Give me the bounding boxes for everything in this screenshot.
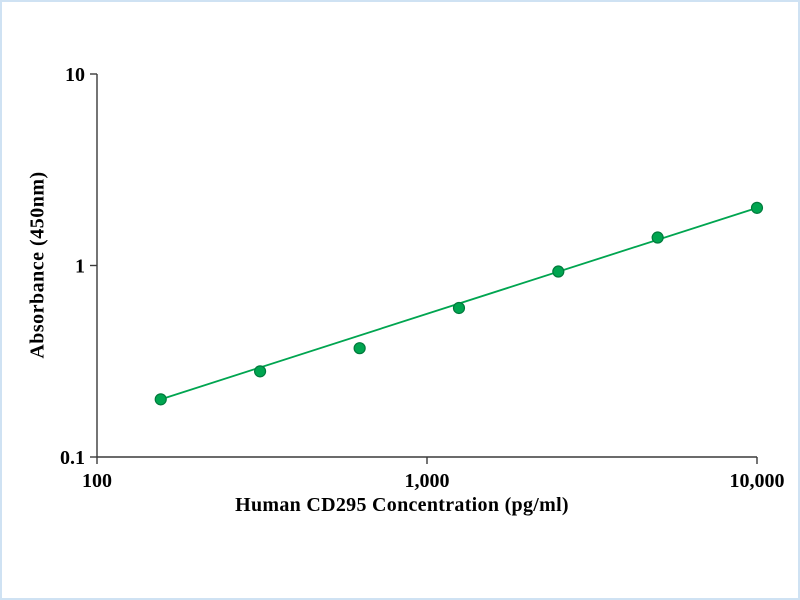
data-point <box>750 201 764 214</box>
x-tick-label: 10,000 <box>730 470 785 492</box>
data-point <box>552 265 565 278</box>
x-tick-label: 100 <box>82 470 112 492</box>
x-axis-label: Human CD295 Concentration (pg/ml) <box>235 494 569 516</box>
y-tick-label: 0.1 <box>60 447 85 469</box>
y-tick-label: 10 <box>65 64 85 86</box>
data-point <box>154 393 167 406</box>
y-tick-label: 1 <box>75 256 85 278</box>
data-point <box>353 342 366 355</box>
data-point <box>253 365 267 378</box>
y-axis-label: Absorbance (450nm) <box>26 171 49 359</box>
x-tick-label: 1,000 <box>405 470 450 492</box>
data-point <box>651 231 664 244</box>
data-point <box>452 301 466 315</box>
